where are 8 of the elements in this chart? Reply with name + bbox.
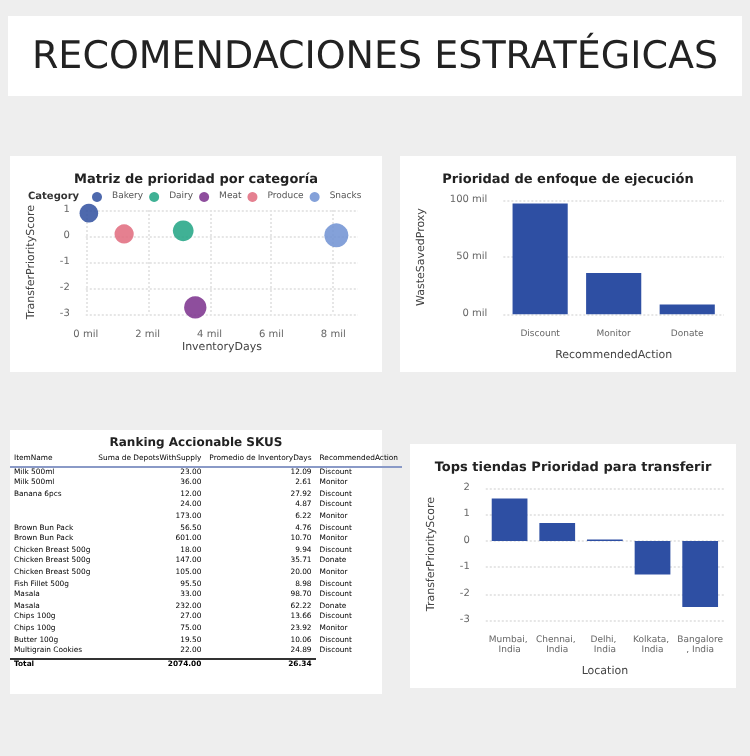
bar xyxy=(682,540,719,607)
bar xyxy=(512,203,568,315)
bar xyxy=(586,273,642,315)
bar xyxy=(634,540,671,575)
text: RECOMENDACIONES ESTRATÉGICAS xyxy=(8,16,742,96)
bar xyxy=(491,498,528,541)
bar xyxy=(539,522,576,541)
bar xyxy=(659,304,715,315)
